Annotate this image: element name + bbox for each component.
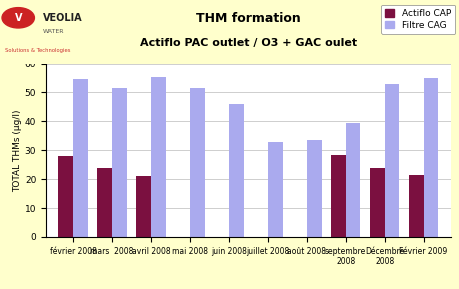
Bar xyxy=(97,168,112,237)
Bar xyxy=(267,142,282,237)
Y-axis label: TOTAL THMs (µg/l): TOTAL THMs (µg/l) xyxy=(13,109,22,192)
Bar xyxy=(423,78,437,237)
Bar xyxy=(190,88,204,237)
Bar xyxy=(306,140,321,237)
Bar xyxy=(73,79,88,237)
Circle shape xyxy=(2,8,34,28)
Text: Actiflo PAC outlet / O3 + GAC oulet: Actiflo PAC outlet / O3 + GAC oulet xyxy=(140,38,356,48)
Bar xyxy=(330,155,345,237)
Text: THM formation: THM formation xyxy=(196,12,300,25)
Text: VEOLIA: VEOLIA xyxy=(42,13,82,23)
Bar xyxy=(229,104,243,237)
Bar xyxy=(136,176,151,237)
Bar xyxy=(58,156,73,237)
Bar xyxy=(408,175,423,237)
Bar xyxy=(384,84,398,237)
Text: Solutions & Technologies: Solutions & Technologies xyxy=(5,48,70,53)
Bar xyxy=(112,88,127,237)
Bar xyxy=(369,168,384,237)
Legend: Actiflo CAP, Filtre CAG: Actiflo CAP, Filtre CAG xyxy=(380,5,454,34)
Text: V: V xyxy=(14,13,22,23)
Bar xyxy=(345,123,360,237)
Bar xyxy=(151,77,166,237)
Text: WATER: WATER xyxy=(42,29,64,34)
